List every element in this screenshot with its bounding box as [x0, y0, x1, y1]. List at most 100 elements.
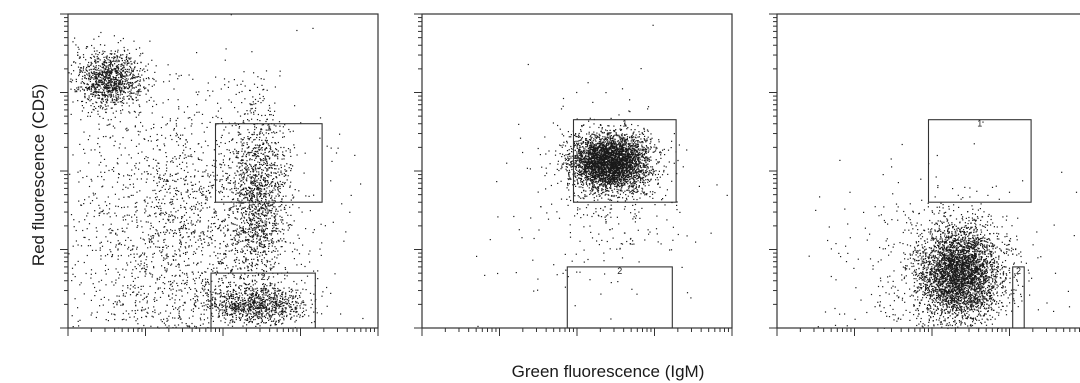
scatter-point	[127, 237, 129, 239]
scatter-point	[143, 262, 146, 264]
scatter-point	[253, 152, 255, 155]
scatter-point	[180, 240, 182, 242]
scatter-point	[254, 315, 256, 317]
scatter-point	[212, 291, 214, 293]
scatter-point	[184, 282, 186, 284]
scatter-point	[171, 230, 173, 232]
scatter-point	[235, 124, 237, 126]
scatter-point	[201, 272, 203, 274]
scatter-point	[180, 289, 182, 291]
scatter-point	[257, 187, 259, 189]
scatter-point	[204, 288, 206, 290]
scatter-point	[282, 305, 284, 307]
scatter-point	[192, 223, 194, 225]
scatter-point	[196, 298, 198, 301]
scatter-point	[242, 181, 245, 183]
scatter-point	[107, 320, 109, 322]
scatter-point	[106, 77, 108, 79]
scatter-point	[161, 116, 164, 118]
scatter-point	[246, 239, 249, 241]
scatter-point	[133, 291, 135, 293]
scatter-point	[251, 294, 253, 296]
scatter-point	[134, 66, 136, 68]
scatter-point	[128, 95, 130, 97]
scatter-point	[272, 224, 274, 227]
scatter-point	[160, 252, 162, 254]
scatter-point	[282, 312, 284, 314]
scatter-point	[221, 198, 223, 201]
scatter-point	[231, 302, 233, 304]
scatter-point	[85, 47, 87, 49]
scatter-point	[98, 128, 100, 130]
scatter-point	[111, 89, 113, 91]
scatter-point	[134, 81, 136, 84]
scatter-point	[137, 130, 139, 132]
scatter-point	[242, 80, 244, 82]
scatter-point	[172, 199, 174, 201]
scatter-point	[185, 179, 187, 181]
scatter-point	[232, 315, 234, 317]
scatter-point	[249, 308, 251, 310]
scatter-point	[233, 294, 235, 296]
scatter-point	[88, 87, 90, 89]
scatter-point	[244, 172, 246, 174]
scatter-point	[103, 95, 105, 97]
scatter-point	[169, 185, 171, 187]
scatter-point	[271, 245, 273, 247]
scatter-point	[250, 231, 252, 233]
scatter-point	[169, 74, 171, 76]
scatter-point	[251, 133, 254, 136]
scatter-point	[211, 238, 213, 241]
scatter-point	[102, 74, 104, 76]
scatter-point	[266, 160, 268, 162]
scatter-point	[265, 310, 267, 312]
scatter-point	[274, 162, 276, 164]
scatter-point	[99, 105, 101, 107]
scatter-point	[251, 210, 253, 213]
scatter-point	[179, 255, 181, 257]
scatter-point	[130, 175, 132, 177]
scatter-point	[111, 78, 113, 80]
scatter-point	[145, 259, 147, 261]
scatter-point	[228, 209, 230, 211]
scatter-point	[266, 308, 268, 310]
scatter-point	[271, 292, 273, 294]
scatter-point	[268, 314, 270, 316]
scatter-point	[106, 99, 109, 101]
scatter-point	[277, 281, 279, 284]
scatter-point	[232, 298, 234, 300]
scatter-point	[238, 287, 240, 289]
scatter-point	[227, 286, 229, 288]
scatter-point	[256, 307, 258, 309]
scatter-point	[284, 296, 286, 298]
scatter-point	[84, 71, 86, 73]
scatter-point	[268, 209, 270, 211]
scatter-point	[362, 317, 364, 320]
scatter-point	[202, 175, 204, 177]
scatter-point	[88, 162, 90, 164]
scatter-point	[110, 95, 112, 97]
scatter-point	[113, 58, 115, 60]
scatter-point	[128, 214, 130, 216]
scatter-point	[273, 216, 275, 218]
scatter-point	[126, 70, 128, 72]
scatter-point	[78, 57, 80, 59]
scatter-point	[119, 81, 121, 83]
scatter-point	[79, 63, 81, 65]
scatter-point	[169, 173, 171, 175]
scatter-point	[277, 141, 279, 144]
scatter-point	[205, 292, 207, 294]
scatter-point	[265, 265, 267, 268]
scatter-point	[191, 123, 193, 125]
scatter-point	[272, 243, 274, 245]
scatter-point	[83, 66, 85, 68]
scatter-point	[254, 226, 256, 228]
scatter-point	[239, 162, 241, 164]
scatter-point	[197, 201, 199, 203]
scatter-point	[261, 169, 263, 171]
scatter-point	[160, 319, 162, 321]
scatter-point	[113, 85, 115, 87]
scatter-point	[255, 288, 257, 290]
scatter-point	[103, 82, 105, 84]
scatter-point	[188, 228, 190, 230]
